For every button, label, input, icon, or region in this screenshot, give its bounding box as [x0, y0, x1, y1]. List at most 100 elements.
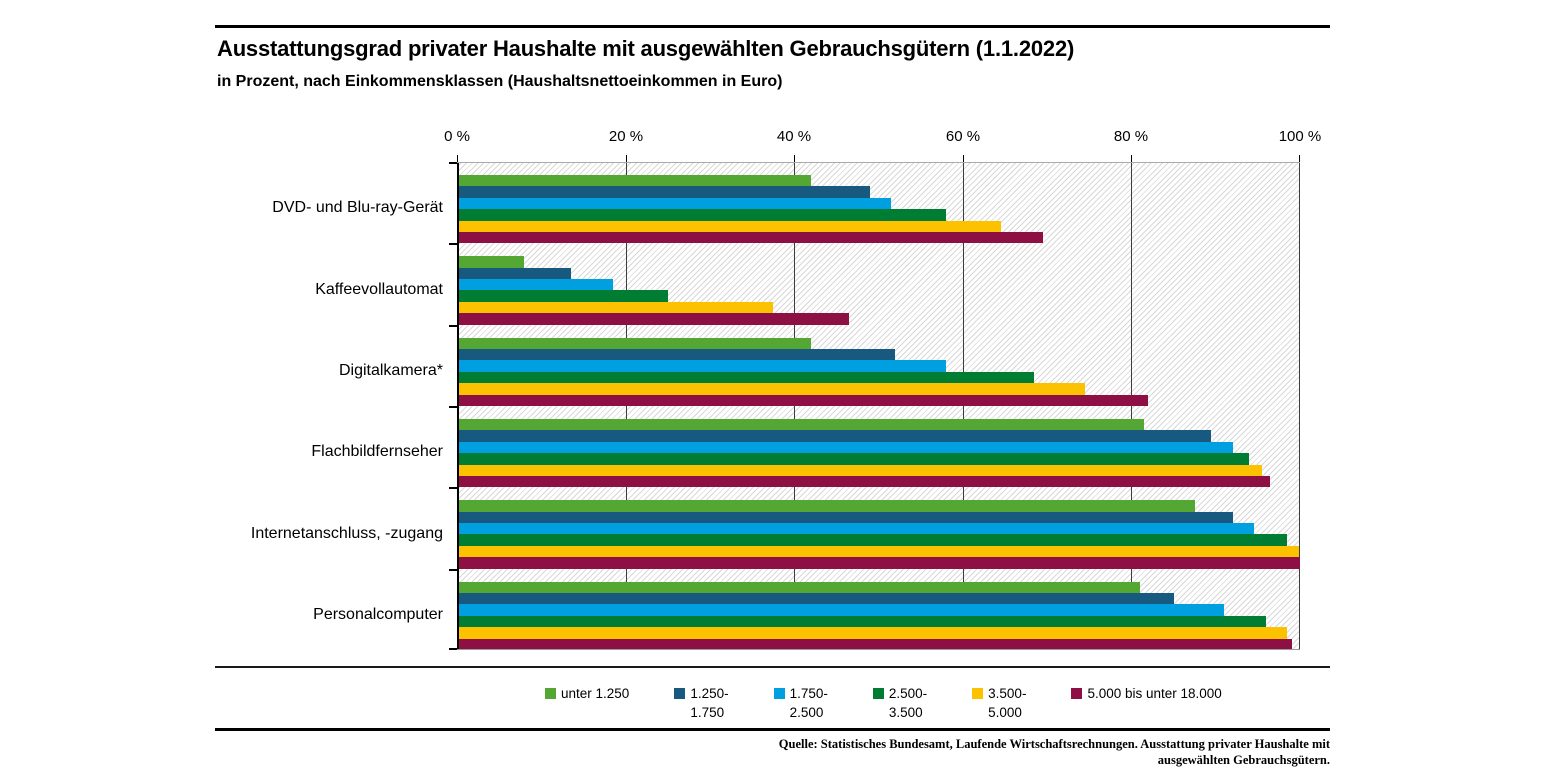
x-axis-tick-label: 20 % — [608, 128, 644, 145]
bar — [457, 394, 1149, 406]
bar — [457, 475, 1271, 488]
legend-swatch-icon — [1071, 688, 1083, 699]
category-tick-mark — [449, 487, 457, 489]
legend-divider-rule — [215, 666, 1330, 668]
bar — [457, 419, 1145, 431]
category-tick-mark — [449, 406, 457, 408]
legend-item: 1.250- 1.750 — [674, 684, 729, 722]
bar — [457, 337, 812, 350]
category-tick-mark — [449, 162, 457, 164]
bar — [457, 290, 668, 302]
bar — [457, 500, 1195, 512]
bar — [457, 604, 1225, 616]
bar-group — [457, 325, 1300, 406]
bar — [457, 209, 946, 221]
legend-swatch-icon — [545, 688, 556, 699]
category-label: Digitalkamera* — [338, 361, 443, 379]
bar-group — [457, 569, 1300, 650]
plot-area — [449, 155, 1300, 650]
x-axis-tick-label: 40 % — [776, 128, 812, 145]
category-label: Internetanschluss, -zugang — [250, 524, 443, 542]
bar — [457, 464, 1263, 476]
top-rule — [215, 25, 1330, 28]
footer-rule — [215, 728, 1330, 731]
bar — [457, 231, 1043, 244]
bar — [457, 279, 613, 291]
legend-label: 3.500- 5.000 — [988, 686, 1027, 720]
plot-top-edge — [457, 162, 1300, 163]
gridline — [1131, 162, 1132, 650]
y-axis-line — [457, 162, 459, 650]
bar — [457, 349, 896, 361]
x-axis-tick-label: 0 % — [444, 128, 470, 145]
legend-swatch-icon — [773, 688, 785, 699]
x-axis-tick-label: 80 % — [1113, 128, 1149, 145]
bar — [457, 557, 1300, 569]
axis-tick-mark — [963, 155, 964, 162]
category-label: Personalcomputer — [313, 605, 443, 623]
bar — [457, 220, 1001, 232]
bar — [457, 627, 1288, 639]
bar-group — [457, 406, 1300, 488]
legend-swatch-icon — [674, 688, 686, 699]
bar — [457, 534, 1288, 546]
chart-title: Ausstattungsgrad privater Haushalte mit … — [217, 36, 1075, 61]
bar-group — [457, 487, 1300, 569]
bar — [457, 371, 1035, 384]
bar — [457, 511, 1233, 524]
category-label: Kaffeevollautomat — [315, 280, 443, 298]
legend-item: 1.750- 2.500 — [773, 684, 828, 722]
legend-item: 2.500- 3.500 — [872, 684, 928, 722]
bar — [457, 441, 1233, 454]
axis-tick-mark — [794, 155, 795, 162]
legend-label: 1.250- 1.750 — [690, 686, 729, 720]
gridline — [1299, 162, 1300, 650]
gridline — [626, 162, 627, 650]
bar — [457, 593, 1174, 605]
bar-group — [457, 243, 1300, 325]
source-note: Quelle: Statistisches Bundesamt, Laufend… — [779, 737, 1330, 768]
bar — [457, 545, 1300, 558]
bar — [457, 360, 946, 372]
bar — [457, 430, 1212, 442]
axis-tick-mark — [626, 155, 627, 162]
bar — [457, 186, 871, 198]
axis-tick-mark — [1299, 155, 1300, 162]
bar — [457, 638, 1292, 650]
legend-label: unter 1.250 — [561, 686, 630, 701]
x-axis-labels: 0 % 20 % 40 % 60 % 80 % 100 % — [0, 128, 1545, 148]
category-tick-mark — [449, 243, 457, 245]
category-tick-mark — [449, 648, 457, 650]
bar — [457, 175, 812, 187]
bar-group — [457, 162, 1300, 244]
category-tick-mark — [449, 325, 457, 327]
legend-item: 5.000 bis unter 18.000 — [1071, 684, 1222, 703]
legend-item: unter 1.250 — [545, 684, 629, 703]
bar — [457, 197, 892, 210]
legend-swatch-icon — [972, 688, 984, 699]
category-labels: DVD- und Blu-ray-Gerät Kaffeevollautomat D… — [0, 162, 443, 650]
bar — [457, 615, 1267, 628]
chart-legend: unter 1.250 1.250- 1.750 1.750- 2.500 2.500… — [545, 684, 1222, 722]
chart-subtitle: in Prozent, nach Einkommensklassen (Haus… — [217, 73, 783, 90]
plot-bottom-edge — [457, 649, 1300, 650]
bar — [457, 313, 849, 325]
bar — [457, 581, 1140, 594]
gridline — [794, 162, 795, 650]
source-line-1: Quelle: Statistisches Bundesamt, Laufend… — [778, 737, 1330, 751]
legend-item: 3.500- 5.000 — [972, 684, 1026, 722]
legend-label: 1.750- 2.500 — [789, 686, 828, 720]
category-label: DVD- und Blu-ray-Gerät — [272, 199, 443, 217]
x-axis-tick-label: 60 % — [945, 128, 981, 145]
bar — [457, 267, 571, 280]
category-tick-mark — [449, 569, 457, 571]
axis-tick-mark — [457, 155, 458, 162]
axis-tick-mark — [1131, 155, 1132, 162]
source-line-2: ausgewählten Gebrauchsgütern. — [1157, 752, 1330, 767]
legend-label: 2.500- 3.500 — [888, 686, 928, 720]
gridline — [963, 162, 964, 650]
bar — [457, 523, 1254, 535]
bar — [457, 383, 1086, 395]
bar — [457, 301, 774, 314]
